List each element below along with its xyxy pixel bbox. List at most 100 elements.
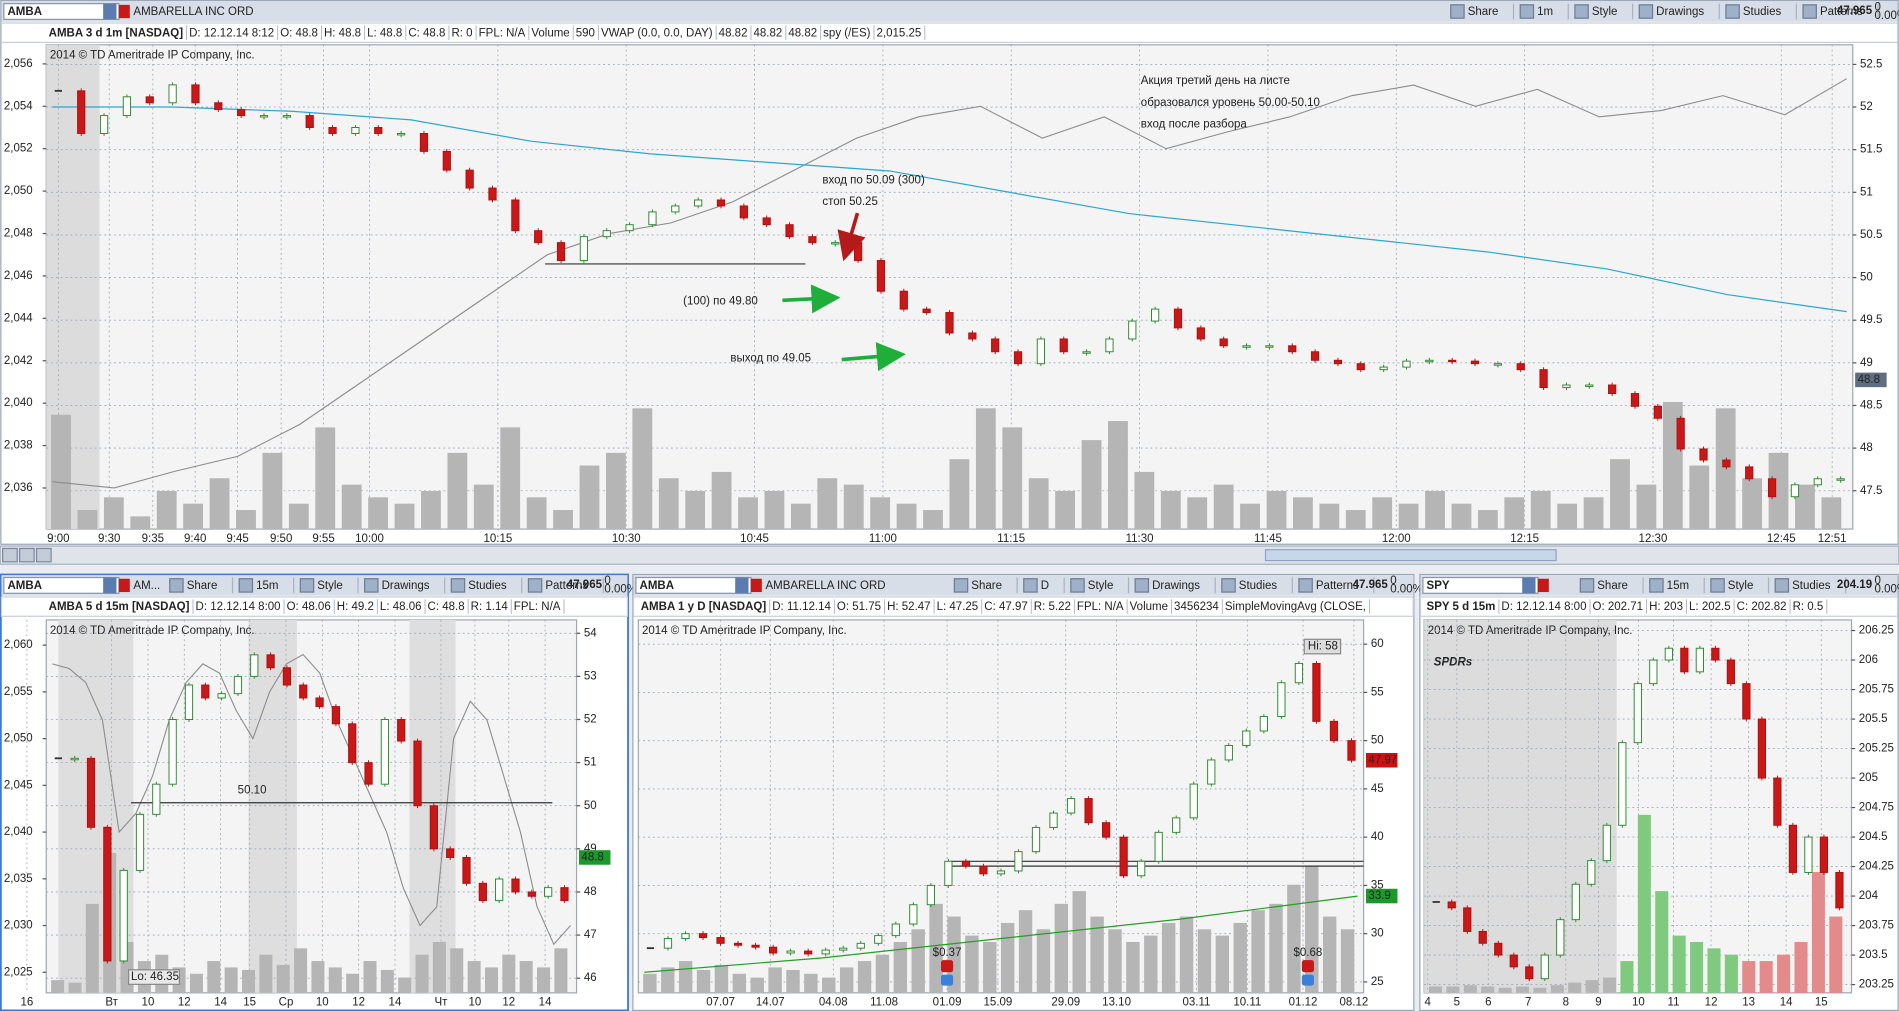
time-label: 07.07 [706,997,735,1009]
flag-icon[interactable] [750,578,762,593]
dividend-icon[interactable] [941,960,954,973]
volume-bar [68,982,82,993]
volume-bar [1161,922,1176,993]
candle [944,860,953,886]
toolbar-button-icon[interactable] [1450,4,1465,19]
toolbar-button-icon[interactable] [169,578,184,593]
volume-bar [394,503,415,530]
toolbar-button-icon[interactable] [1221,578,1236,593]
toolbar-button-icon[interactable] [1579,578,1595,593]
last-price: 47.965 [567,579,603,591]
toolbar-button-icon[interactable] [1638,4,1654,19]
info-separator [981,599,983,614]
toolbar-button-icon[interactable] [1802,4,1817,19]
toolbar-button-icon[interactable] [1070,578,1085,593]
zoom-button[interactable] [19,547,35,563]
info-separator [563,599,565,614]
volume-bar [1372,497,1393,530]
candle [145,96,154,104]
candle [282,667,292,686]
info-item: spy (/ES) [823,27,870,39]
candle [1711,647,1720,661]
volume-bar [1018,910,1033,993]
toolbar-button: Drawings [1656,6,1704,18]
toolbar-button: Studies [1792,580,1831,592]
info-item: L: 202.5 [1689,601,1731,613]
toolbar-button-icon[interactable] [1298,578,1313,593]
toolbar-button-icon[interactable] [953,578,969,593]
volume-bar [1197,929,1212,993]
y2-tick-label: 2,052 [4,143,33,155]
scroll-bar [0,545,1899,565]
earnings-icon[interactable] [941,974,954,986]
y2-tick-label: 2,035 [4,873,33,885]
candle [413,740,422,807]
volume-bar [51,414,71,530]
candle [1031,827,1041,853]
candle [1836,478,1845,481]
info-item: 590 [576,27,595,39]
flag-icon[interactable] [1537,578,1549,593]
price-tag-box [1855,372,1887,388]
info-separator [833,599,835,614]
info-item: R: 5.22 [1034,601,1071,613]
candle [1128,320,1137,340]
toolbar-button-icon[interactable] [1725,4,1740,19]
info-item: L: 48.8 [367,27,402,39]
price-change-percent: 0.00% [1390,584,1423,596]
time-label: 03.11 [1183,997,1211,1009]
y2-tick-label: 2,046 [4,270,33,282]
candle [716,937,725,944]
earnings-icon[interactable] [1301,974,1314,986]
y-tick-label: 46 [584,972,597,984]
info-separator [1589,599,1591,614]
toolbar-button-icon[interactable] [1710,578,1725,593]
zoom-button[interactable] [35,547,52,563]
symbol-dropdown[interactable] [103,577,117,594]
symbol-dropdown[interactable] [1522,577,1536,594]
toolbar-button-icon[interactable] [299,578,315,593]
company-name: AM... [133,580,160,592]
candle [1265,345,1274,348]
candle [1049,812,1058,828]
y2-tick-label: 2,025 [4,966,33,978]
volume-bar [661,967,675,993]
time-label: 12:00 [1382,533,1411,545]
candle [1695,647,1704,673]
info-separator [933,599,935,614]
copyright: 2014 © TD Ameritrade IP Company, Inc. [50,625,255,637]
dividend-icon[interactable] [1301,960,1314,973]
scroll-thumb[interactable] [1264,549,1557,562]
volume-bar [790,503,811,530]
candle [1516,363,1525,371]
toolbar-button-icon[interactable] [1574,4,1589,19]
toolbar [1,575,628,596]
toolbar-button-icon[interactable] [450,578,466,593]
info-separator [1646,599,1648,614]
flag-icon[interactable] [118,4,130,19]
symbol-dropdown[interactable] [103,3,117,20]
volume-bar [51,980,65,993]
candle [681,933,690,939]
toolbar-button-icon[interactable] [364,578,379,593]
toolbar-button-icon[interactable] [1774,578,1790,593]
company-name: AMBARELLA INC ORD [765,580,885,592]
zoom-button[interactable] [2,547,18,563]
volume-bar [1477,510,1498,530]
flag-icon[interactable] [118,578,130,593]
y-tick-label: 50 [1371,735,1384,747]
toolbar-button-icon[interactable] [1023,578,1038,593]
toolbar-button-icon[interactable] [1649,578,1664,593]
y-tick-label: 204.5 [1859,831,1888,843]
toolbar-button-icon[interactable] [527,578,543,593]
symbol-dropdown[interactable] [735,577,749,594]
toolbar-button-icon[interactable] [1519,4,1535,19]
info-item: H: 203 [1649,601,1683,613]
volume-bar [1000,922,1015,993]
toolbar-button-icon[interactable] [1134,578,1150,593]
toolbar-button-icon[interactable] [238,578,254,593]
candle [364,762,373,785]
candle [191,84,200,104]
toolbar [1,1,1898,22]
time-label: 29.09 [1051,997,1080,1009]
